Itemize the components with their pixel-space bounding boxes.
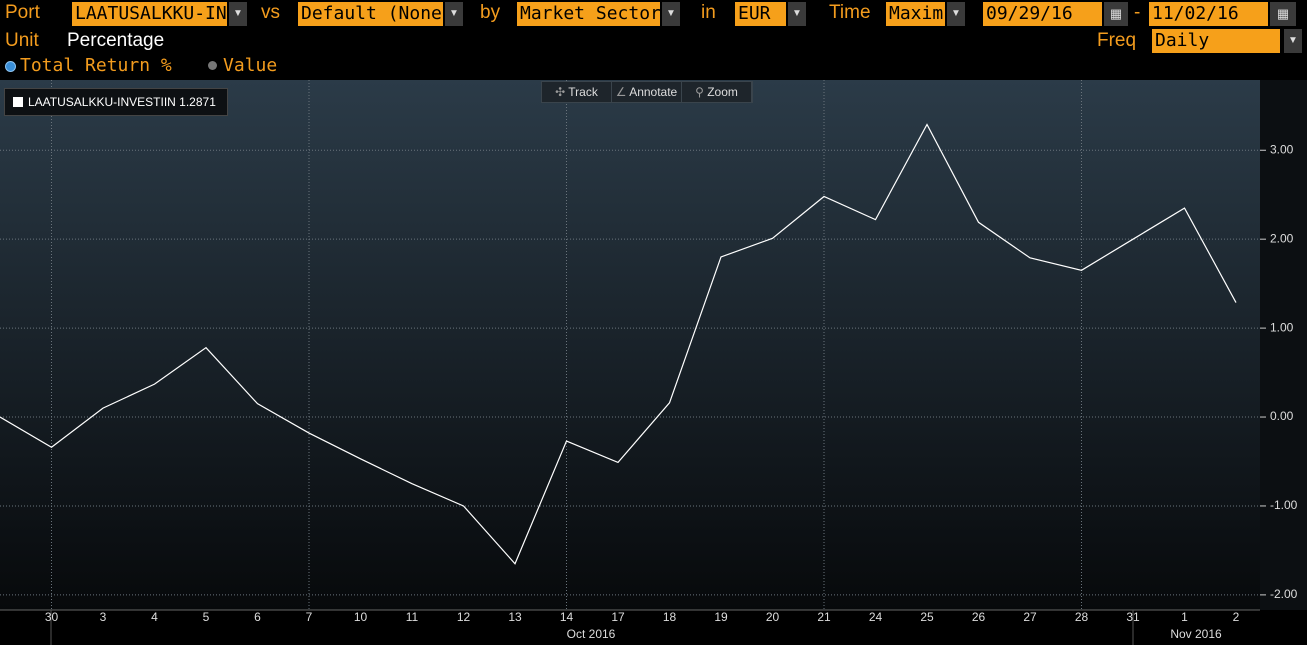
field-label: Unit xyxy=(5,30,39,51)
x-tick-label: 19 xyxy=(714,610,728,624)
chart-tools: ✣ Track ∠ Annotate ⚲ Zoom xyxy=(541,81,753,103)
dropdown-field[interactable]: Market Sector xyxy=(517,2,660,26)
calendar-button[interactable]: ▦ xyxy=(1270,2,1296,26)
y-tick-label: 2.00 xyxy=(1270,231,1294,245)
y-tick-label: -2.00 xyxy=(1270,587,1298,601)
x-tick-label: 2 xyxy=(1233,610,1240,624)
dropdown-field[interactable]: LAATUSALKKU-IN xyxy=(72,2,227,26)
x-tick-label: 21 xyxy=(817,610,831,624)
chart-tool[interactable]: ⚲ Zoom xyxy=(682,82,752,102)
tool-label: Annotate xyxy=(629,85,678,99)
radio-label[interactable]: Value xyxy=(223,55,278,76)
chart-tool[interactable]: ∠ Annotate xyxy=(612,82,682,102)
tool-icon: ∠ xyxy=(615,85,630,99)
axis-area xyxy=(1260,80,1307,610)
dropdown-field[interactable]: Daily xyxy=(1152,29,1280,53)
x-tick-label: 20 xyxy=(766,610,780,624)
unit-value: Percentage xyxy=(67,30,165,51)
x-tick-label: 28 xyxy=(1075,610,1089,624)
x-tick-label: 26 xyxy=(972,610,986,624)
x-tick-label: 10 xyxy=(354,610,368,624)
dropdown-field[interactable]: Maxim xyxy=(886,2,945,26)
x-tick-label: 6 xyxy=(254,610,261,624)
x-tick-label: 13 xyxy=(508,610,522,624)
x-tick-label: 1 xyxy=(1181,610,1188,624)
radio-button[interactable] xyxy=(5,61,16,72)
x-tick-label: 30 xyxy=(45,610,59,624)
legend: LAATUSALKKU-INVESTIIN 1.2871 xyxy=(4,88,228,116)
legend-swatch xyxy=(13,97,23,107)
y-tick-label: 3.00 xyxy=(1270,142,1294,156)
tool-label: Track xyxy=(568,85,598,99)
dropdown-field[interactable]: Default (None) xyxy=(298,2,443,26)
x-group-label: Oct 2016 xyxy=(567,627,616,641)
date-separator: - xyxy=(1134,2,1141,23)
plot-area xyxy=(0,80,1260,610)
field-label: Freq xyxy=(1097,30,1137,51)
x-tick-label: 3 xyxy=(100,610,107,624)
x-tick-label: 4 xyxy=(151,610,158,624)
field-label: Time xyxy=(829,2,871,23)
field-label: vs xyxy=(261,2,280,23)
radio-label[interactable]: Total Return % xyxy=(20,55,172,76)
x-tick-label: 11 xyxy=(406,610,419,624)
dropdown-arrow[interactable]: ▼ xyxy=(662,2,680,26)
legend-name: LAATUSALKKU-INVESTIIN xyxy=(28,95,176,109)
dropdown-arrow[interactable]: ▼ xyxy=(229,2,247,26)
legend-value: 1.2871 xyxy=(179,95,216,109)
field-label: Port xyxy=(5,2,40,23)
x-tick-label: 18 xyxy=(663,610,677,624)
calendar-button[interactable]: ▦ xyxy=(1104,2,1128,26)
x-tick-label: 14 xyxy=(560,610,574,624)
line-series xyxy=(0,123,1237,565)
tool-icon: ✣ xyxy=(555,85,569,99)
y-tick-label: 0.00 xyxy=(1270,409,1294,423)
field-label: in xyxy=(701,2,716,23)
field-label: by xyxy=(480,2,501,23)
chart-tool[interactable]: ✣ Track xyxy=(542,82,612,102)
y-tick-label: 1.00 xyxy=(1270,320,1294,334)
x-tick-label: 25 xyxy=(920,610,934,624)
x-tick-label: 7 xyxy=(306,610,313,624)
x-tick-label: 31 xyxy=(1126,610,1140,624)
tool-label: Zoom xyxy=(707,85,738,99)
x-group-label: Nov 2016 xyxy=(1170,627,1222,641)
date-field[interactable]: 09/29/16 xyxy=(983,2,1102,26)
y-tick-label: -1.00 xyxy=(1270,498,1298,512)
dropdown-arrow[interactable]: ▼ xyxy=(1284,29,1302,53)
x-tick-label: 17 xyxy=(611,610,625,624)
x-tick-label: 5 xyxy=(203,610,210,624)
x-tick-label: 27 xyxy=(1023,610,1037,624)
radio-button[interactable] xyxy=(208,61,217,70)
dropdown-arrow[interactable]: ▼ xyxy=(788,2,806,26)
dropdown-field[interactable]: EUR xyxy=(735,2,786,26)
dropdown-arrow[interactable]: ▼ xyxy=(445,2,463,26)
dropdown-arrow[interactable]: ▼ xyxy=(947,2,965,26)
date-field[interactable]: 11/02/16 xyxy=(1149,2,1268,26)
chart: Oct 2016 Nov 2016 -2.00 -1.00 0.00 1.00 2.00… xyxy=(0,80,1307,645)
x-tick-label: 12 xyxy=(457,610,471,624)
tool-icon: ⚲ xyxy=(695,85,708,99)
x-tick-label: 24 xyxy=(869,610,883,624)
